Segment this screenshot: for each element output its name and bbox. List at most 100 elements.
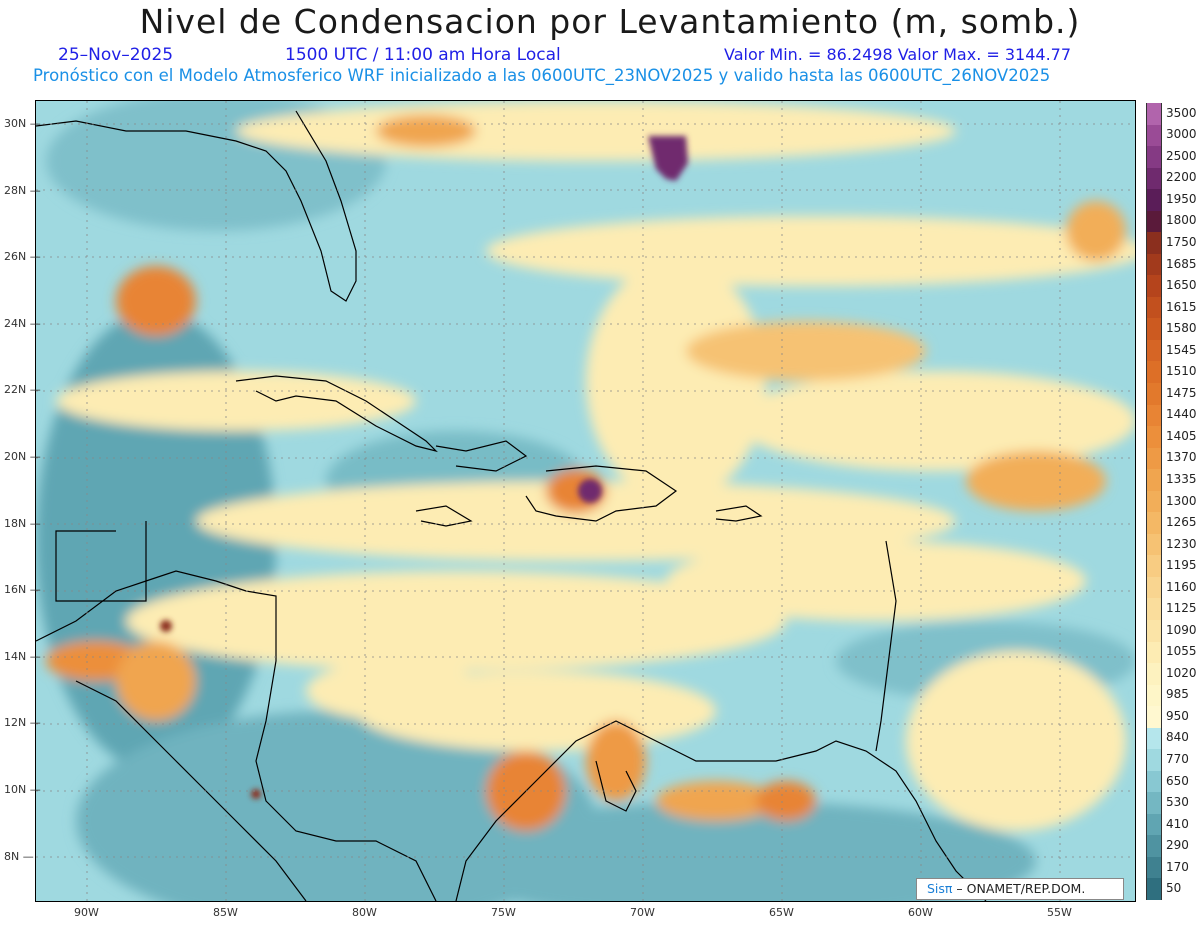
colorbar-swatch bbox=[1146, 512, 1162, 535]
colorbar-label: 840 bbox=[1166, 730, 1189, 745]
lat-label: 8N — bbox=[4, 849, 34, 863]
colorbar-swatch bbox=[1146, 576, 1162, 599]
lat-label: 30N — bbox=[4, 117, 41, 130]
lon-label: 85W bbox=[213, 906, 238, 919]
colorbar-label: 290 bbox=[1166, 838, 1189, 853]
colorbar-label: 1335 bbox=[1166, 471, 1197, 486]
colorbar-swatch bbox=[1146, 447, 1162, 470]
colorbar-swatch bbox=[1146, 383, 1162, 406]
lat-label: 24N — bbox=[4, 316, 41, 330]
shaded-field bbox=[36, 101, 1135, 901]
colorbar-swatch bbox=[1146, 835, 1162, 858]
lon-label: 75W bbox=[491, 906, 516, 919]
colorbar-label: 1160 bbox=[1166, 579, 1197, 594]
colorbar-swatch bbox=[1146, 404, 1162, 427]
colorbar-label: 950 bbox=[1166, 708, 1189, 723]
map-title: Nivel de Condensacion por Levantamiento … bbox=[139, 2, 1081, 41]
lcl-map bbox=[35, 100, 1136, 902]
lat-label: 10N — bbox=[4, 783, 41, 796]
colorbar-label: 1230 bbox=[1166, 536, 1197, 551]
colorbar-swatch bbox=[1146, 663, 1162, 686]
colorbar-label: 1090 bbox=[1166, 622, 1197, 637]
colorbar-swatch bbox=[1146, 619, 1162, 642]
map-canvas bbox=[36, 101, 1135, 901]
lat-label: 20N — bbox=[4, 450, 41, 463]
colorbar-label: 1265 bbox=[1166, 515, 1197, 530]
colorbar-swatch bbox=[1146, 339, 1162, 362]
colorbar-label: 1195 bbox=[1166, 558, 1197, 573]
sispi-logo-text: Sisπ bbox=[927, 881, 953, 896]
colorbar-swatch bbox=[1146, 167, 1162, 190]
lat-label: 12N — bbox=[4, 716, 41, 730]
colorbar-label: 1650 bbox=[1166, 278, 1197, 293]
lon-label: 60W bbox=[908, 906, 933, 919]
colorbar-label: 1370 bbox=[1166, 450, 1197, 465]
min-max-values: Valor Min. = 86.2498 Valor Max. = 3144.7… bbox=[724, 45, 1072, 64]
colorbar-swatch bbox=[1146, 490, 1162, 513]
colorbar-swatch bbox=[1146, 706, 1162, 729]
colorbar-label: 1300 bbox=[1166, 493, 1197, 508]
colorbar-swatch bbox=[1146, 210, 1162, 233]
colorbar-label: 170 bbox=[1166, 859, 1189, 874]
colorbar-swatch bbox=[1146, 727, 1162, 750]
lat-label: 18N — bbox=[4, 516, 41, 530]
colorbar-label: 50 bbox=[1166, 881, 1182, 896]
colorbar-swatch bbox=[1146, 232, 1162, 255]
colorbar-swatch bbox=[1146, 533, 1162, 556]
colorbar-label: 3500 bbox=[1166, 105, 1197, 120]
colorbar-label: 1615 bbox=[1166, 299, 1197, 314]
colorbar-label: 1950 bbox=[1166, 191, 1197, 206]
colorbar-swatch bbox=[1146, 103, 1162, 126]
colorbar-swatch bbox=[1146, 749, 1162, 772]
colorbar-swatch bbox=[1146, 856, 1162, 879]
colorbar-label: 410 bbox=[1166, 816, 1189, 831]
lon-label: 70W bbox=[630, 906, 655, 919]
colorbar-swatch bbox=[1146, 555, 1162, 578]
colorbar-label: 1685 bbox=[1166, 256, 1197, 271]
colorbar-swatch bbox=[1146, 598, 1162, 621]
credit-box: Sisπ – ONAMET/REP.DOM. bbox=[916, 878, 1124, 900]
colorbar-swatch bbox=[1146, 641, 1162, 664]
colorbar-swatch bbox=[1146, 684, 1162, 707]
colorbar-swatch bbox=[1146, 318, 1162, 341]
colorbar-label: 1405 bbox=[1166, 428, 1197, 443]
colorbar-swatch bbox=[1146, 189, 1162, 212]
colorbar-label: 1125 bbox=[1166, 601, 1197, 616]
lon-label: 80W bbox=[352, 906, 377, 919]
colorbar-label: 1800 bbox=[1166, 213, 1197, 228]
colorbar-swatch bbox=[1146, 361, 1162, 384]
colorbar-swatch bbox=[1146, 296, 1162, 319]
colorbar-label: 1440 bbox=[1166, 407, 1197, 422]
colorbar-label: 650 bbox=[1166, 773, 1189, 788]
lon-label: 55W bbox=[1047, 906, 1072, 919]
lat-label: 26N — bbox=[4, 250, 41, 264]
colorbar-swatch bbox=[1146, 146, 1162, 169]
colorbar-swatch bbox=[1146, 770, 1162, 793]
colorbar-label: 770 bbox=[1166, 751, 1189, 766]
colorbar-label: 3000 bbox=[1166, 127, 1197, 142]
lat-label: 14N — bbox=[4, 649, 41, 663]
model-run-info: Pronóstico con el Modelo Atmosferico WRF… bbox=[33, 66, 1051, 85]
colorbar-swatch bbox=[1146, 469, 1162, 492]
colorbar-label: 1475 bbox=[1166, 385, 1197, 400]
lon-label: 65W bbox=[769, 906, 794, 919]
colorbar-swatch bbox=[1146, 275, 1162, 298]
colorbar-label: 1055 bbox=[1166, 644, 1197, 659]
colorbar-label: 1580 bbox=[1166, 321, 1197, 336]
lat-label: 28N — bbox=[4, 183, 41, 197]
graticule bbox=[36, 101, 1135, 901]
colorbar-label: 2200 bbox=[1166, 170, 1197, 185]
credit-org: – ONAMET/REP.DOM. bbox=[952, 881, 1086, 896]
colorbar-label: 985 bbox=[1166, 687, 1189, 702]
colorbar-label: 2500 bbox=[1166, 148, 1197, 163]
colorbar-label: 1750 bbox=[1166, 235, 1197, 249]
colorbar-swatch bbox=[1146, 426, 1162, 449]
valid-date: 25–Nov–2025 bbox=[58, 45, 174, 65]
colorbar-label: 530 bbox=[1166, 795, 1189, 810]
colorbar-swatch bbox=[1146, 253, 1162, 276]
lat-label: 16N — bbox=[4, 583, 41, 597]
colorbar-label: 1510 bbox=[1166, 364, 1197, 379]
lat-label: 22N — bbox=[4, 383, 41, 397]
colorbar-label: 1545 bbox=[1166, 342, 1197, 357]
high-value-cores bbox=[160, 136, 688, 799]
